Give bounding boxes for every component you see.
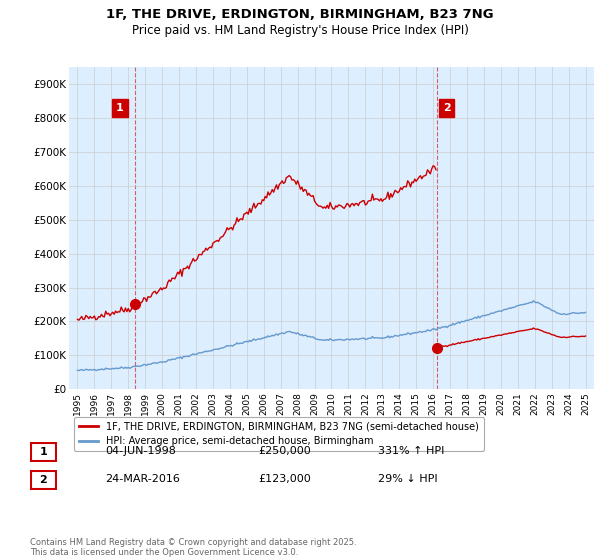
Text: 2: 2: [443, 103, 451, 113]
Legend: 1F, THE DRIVE, ERDINGTON, BIRMINGHAM, B23 7NG (semi-detached house), HPI: Averag: 1F, THE DRIVE, ERDINGTON, BIRMINGHAM, B2…: [74, 417, 484, 451]
Text: 1F, THE DRIVE, ERDINGTON, BIRMINGHAM, B23 7NG: 1F, THE DRIVE, ERDINGTON, BIRMINGHAM, B2…: [106, 8, 494, 21]
Text: £250,000: £250,000: [258, 446, 311, 456]
Text: 1: 1: [40, 447, 47, 457]
Text: 04-JUN-1998: 04-JUN-1998: [105, 446, 176, 456]
Text: Price paid vs. HM Land Registry's House Price Index (HPI): Price paid vs. HM Land Registry's House …: [131, 24, 469, 37]
Text: £123,000: £123,000: [258, 474, 311, 484]
Text: Contains HM Land Registry data © Crown copyright and database right 2025.
This d: Contains HM Land Registry data © Crown c…: [30, 538, 356, 557]
Text: 331% ↑ HPI: 331% ↑ HPI: [378, 446, 445, 456]
Text: 29% ↓ HPI: 29% ↓ HPI: [378, 474, 437, 484]
Text: 24-MAR-2016: 24-MAR-2016: [105, 474, 180, 484]
Text: 2: 2: [40, 475, 47, 485]
Text: 1: 1: [116, 103, 124, 113]
